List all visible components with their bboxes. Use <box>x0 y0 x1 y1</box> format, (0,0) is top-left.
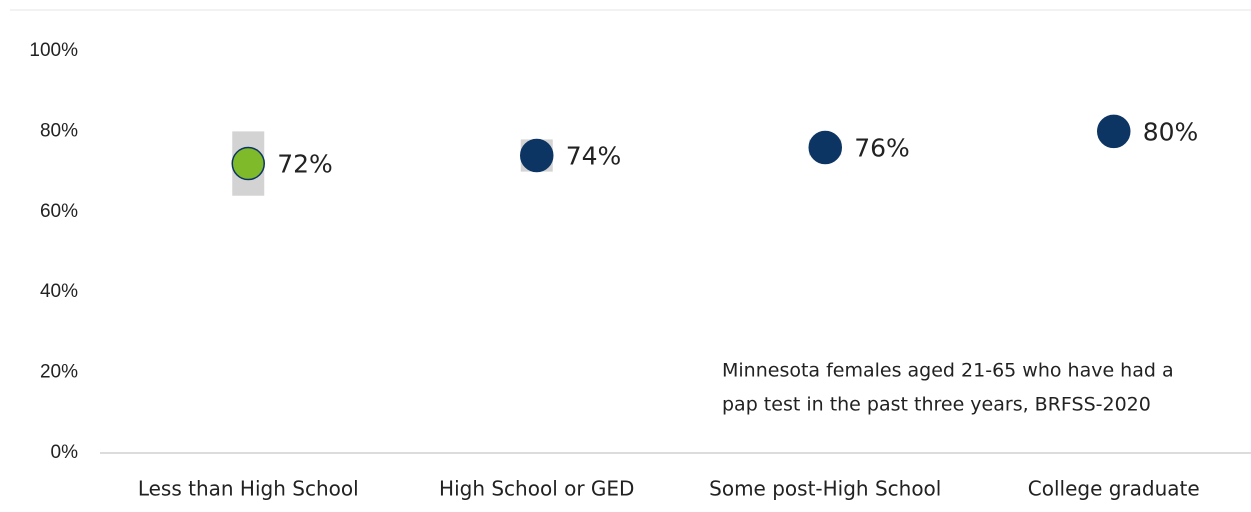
y-tick-label: 0% <box>51 442 79 463</box>
dot <box>520 138 554 173</box>
y-tick-label: 80% <box>40 120 78 141</box>
x-tick-label: Some post-High School <box>709 477 941 501</box>
annotation: pap test in the past three years, BRFSS-… <box>722 394 1151 416</box>
x-tick-label: High School or GED <box>439 477 634 501</box>
dot <box>1097 114 1131 149</box>
data-label: 80% <box>1143 117 1199 146</box>
y-tick-label: 100% <box>29 40 78 61</box>
data-label: 76% <box>854 133 910 162</box>
dot <box>808 130 842 165</box>
x-tick-label: Less than High School <box>138 477 359 501</box>
x-tick-label: College graduate <box>1028 477 1200 501</box>
y-tick-label: 60% <box>40 201 78 222</box>
annotation: Minnesota females aged 21-65 who have ha… <box>722 360 1174 382</box>
data-label: 72% <box>277 150 333 179</box>
y-tick-label: 20% <box>40 362 78 383</box>
y-tick-label: 40% <box>40 281 78 302</box>
dot <box>231 146 265 181</box>
data-label: 74% <box>566 142 622 171</box>
